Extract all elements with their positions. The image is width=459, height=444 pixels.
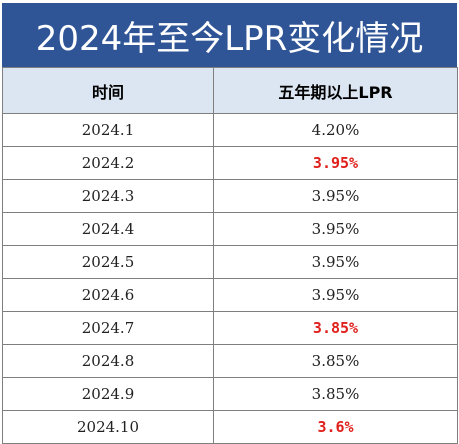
table-row: 2024.3 3.95% [2, 179, 458, 213]
table-row: 2024.10 3.6% [2, 410, 458, 444]
table-body: 2024.1 4.20% 2024.2 3.95% 2024.3 3.95% 2024.4 3… [2, 113, 458, 444]
rate-cell: 3.85% [213, 377, 458, 411]
header-rate: 五年期以上LPR [213, 67, 458, 114]
header-date: 时间 [2, 67, 214, 114]
rate-cell: 3.85% [213, 344, 458, 378]
date-cell: 2024.7 [2, 311, 214, 345]
date-cell: 2024.3 [2, 179, 214, 213]
title-banner: 2024年至今LPR变化情况 [2, 3, 457, 67]
rate-cell: 3.95% [213, 278, 458, 312]
rate-cell-highlighted: 3.6% [213, 410, 458, 444]
date-cell: 2024.1 [2, 113, 214, 147]
table-row: 2024.2 3.95% [2, 146, 458, 180]
lpr-table: 时间 五年期以上LPR 2024.1 4.20% 2024.2 3.95% 2024.3… [2, 67, 458, 444]
rate-cell: 3.95% [213, 212, 458, 246]
date-cell: 2024.8 [2, 344, 214, 378]
rate-cell: 3.95% [213, 245, 458, 279]
table-row: 2024.7 3.85% [2, 311, 458, 345]
rate-cell: 3.95% [213, 179, 458, 213]
table-row: 2024.5 3.95% [2, 245, 458, 279]
rate-cell-highlighted: 3.95% [213, 146, 458, 180]
date-cell: 2024.10 [2, 410, 214, 444]
rate-cell-highlighted: 3.85% [213, 311, 458, 345]
date-cell: 2024.4 [2, 212, 214, 246]
date-cell: 2024.2 [2, 146, 214, 180]
date-cell: 2024.6 [2, 278, 214, 312]
date-cell: 2024.5 [2, 245, 214, 279]
table-row: 2024.9 3.85% [2, 377, 458, 411]
table-row: 2024.1 4.20% [2, 113, 458, 147]
table-row: 2024.8 3.85% [2, 344, 458, 378]
table-row: 2024.6 3.95% [2, 278, 458, 312]
page-title: 2024年至今LPR变化情况 [35, 18, 424, 59]
table-row: 2024.4 3.95% [2, 212, 458, 246]
date-cell: 2024.9 [2, 377, 214, 411]
rate-cell: 4.20% [213, 113, 458, 147]
table-header-row: 时间 五年期以上LPR [2, 67, 458, 114]
